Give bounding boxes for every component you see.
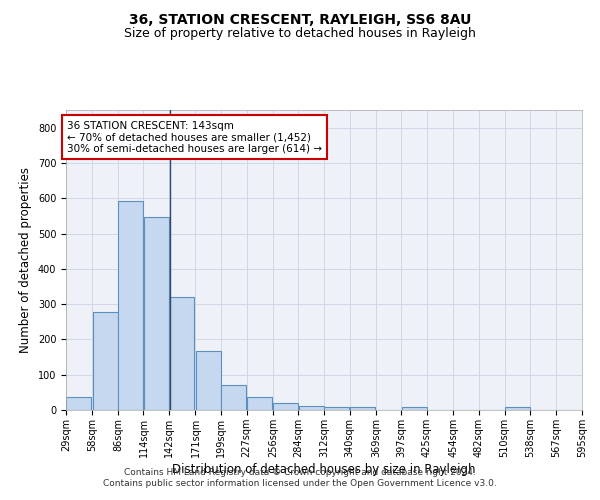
- X-axis label: Distribution of detached houses by size in Rayleigh: Distribution of detached houses by size …: [172, 462, 476, 475]
- Bar: [505, 407, 530, 410]
- Bar: [118, 201, 143, 410]
- Bar: [221, 386, 246, 410]
- Text: 36, STATION CRESCENT, RAYLEIGH, SS6 8AU: 36, STATION CRESCENT, RAYLEIGH, SS6 8AU: [129, 12, 471, 26]
- Bar: [144, 216, 169, 410]
- Bar: [169, 297, 194, 410]
- Bar: [350, 407, 375, 410]
- Bar: [402, 407, 427, 410]
- Bar: [92, 312, 118, 410]
- Text: 36 STATION CRESCENT: 143sqm
← 70% of detached houses are smaller (1,452)
30% of : 36 STATION CRESCENT: 143sqm ← 70% of det…: [67, 120, 322, 154]
- Bar: [196, 350, 221, 410]
- Bar: [324, 407, 349, 410]
- Bar: [66, 396, 91, 410]
- Bar: [247, 396, 272, 410]
- Text: Size of property relative to detached houses in Rayleigh: Size of property relative to detached ho…: [124, 28, 476, 40]
- Bar: [299, 406, 324, 410]
- Y-axis label: Number of detached properties: Number of detached properties: [19, 167, 32, 353]
- Text: Contains HM Land Registry data © Crown copyright and database right 2024.
Contai: Contains HM Land Registry data © Crown c…: [103, 468, 497, 487]
- Bar: [273, 403, 298, 410]
